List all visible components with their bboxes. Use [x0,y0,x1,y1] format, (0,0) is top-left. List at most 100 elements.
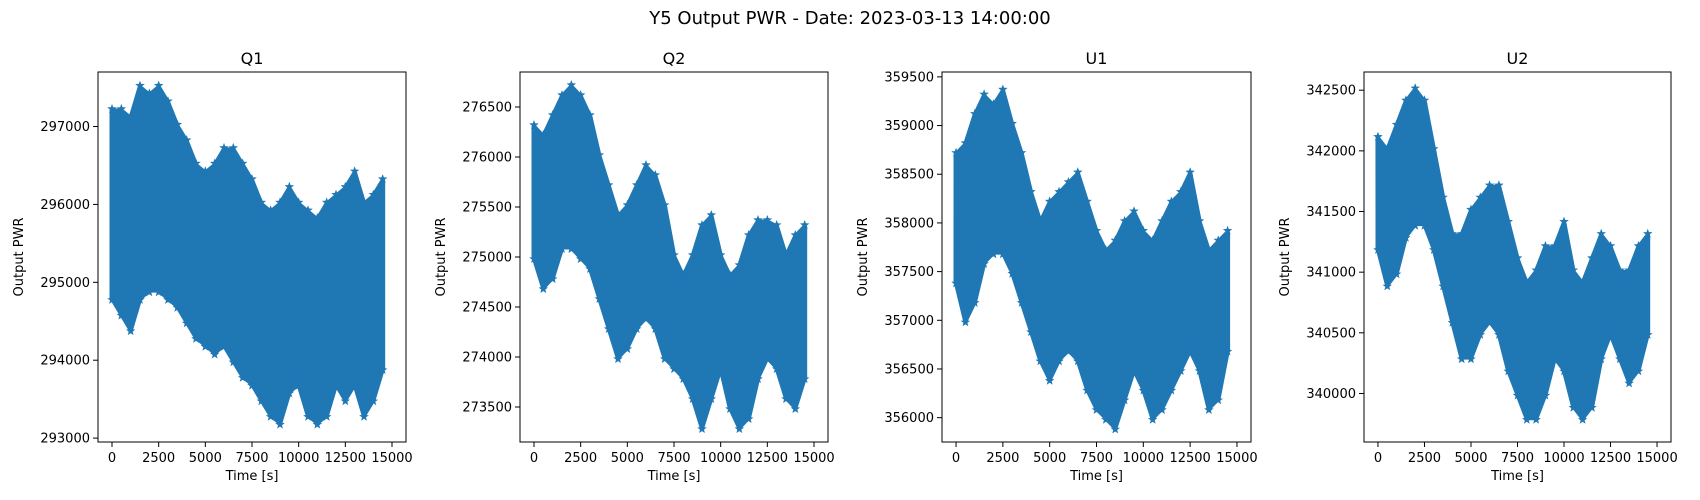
y-tick-label: 358500 [884,168,934,183]
x-tick-label: 0 [530,451,538,466]
data-point-star [585,110,595,119]
data-point-star [557,244,567,253]
data-point-star [1185,167,1195,177]
y-tick-label: 340500 [1306,326,1356,341]
data-point-star [1410,83,1420,93]
x-tick-label: 2500 [986,451,1019,466]
data-point-star [753,215,763,224]
x-axis-label: Time [s] [647,469,701,484]
data-point-star [575,254,586,263]
data-point-star [1138,225,1149,235]
subplot-title: U2 [1507,49,1529,68]
data-point-star [970,108,980,118]
scatter-cloud [953,89,1231,430]
data-point-star [1391,119,1402,129]
data-point-star [1615,354,1625,364]
data-point-star [1007,118,1017,128]
x-tick-label: 2500 [1408,451,1441,466]
data-point-star [734,424,745,433]
data-point-star [1522,414,1532,424]
data-point-star [979,258,989,268]
data-point-star [368,396,379,406]
data-point-star [979,89,989,99]
data-point-star [181,318,192,328]
data-point-star [1596,228,1606,238]
data-point-star [125,326,136,336]
data-point-star [293,197,304,207]
y-tick-label: 358000 [884,216,934,231]
data-point-star [1503,216,1513,226]
subplot-title: U1 [1086,49,1108,68]
data-point-star [1016,147,1027,157]
data-point-star [790,404,801,413]
data-point-star [960,138,971,148]
data-point-star [1026,327,1036,337]
data-point-star [377,365,388,374]
data-point-star [275,419,285,429]
subplot-u2: 0 2500 5000 7500 10000 12500 15000 340000 340500… [1278,49,1678,484]
data-point-star [1082,196,1092,206]
x-tick-label: 15000 [371,451,412,466]
x-tick-label: 15000 [793,451,834,466]
data-point-star [1063,177,1074,186]
data-point-star [1391,269,1402,279]
data-point-star [641,160,651,169]
y-tick-label: 356000 [884,411,934,426]
data-point-star [1157,215,1167,225]
data-point-star [219,341,229,351]
data-point-star [125,111,136,121]
data-point-star [1401,232,1411,242]
data-point-star [781,250,791,259]
x-tick-label: 15000 [1636,451,1677,466]
y-tick-label: 276000 [462,151,512,166]
data-point-star [1082,385,1092,395]
data-point-star [237,372,248,382]
data-point-star [1222,346,1233,356]
scatter-cloud [1375,87,1651,421]
data-point-star [687,394,698,403]
data-point-star [368,189,379,199]
data-point-star [951,278,961,288]
data-point-star [1633,366,1644,376]
data-point-star [1550,240,1560,250]
data-point-star [1447,228,1458,238]
data-point-star [1129,366,1139,375]
data-point-star [631,324,642,333]
data-point-star [951,147,961,157]
data-point-star [1522,277,1532,287]
data-point-star [1559,366,1569,376]
data-point-star [1054,356,1064,366]
data-point-star [284,388,295,398]
x-tick-label: 10000 [1543,451,1584,466]
data-point-star [715,364,726,373]
x-tick-label: 5000 [1033,451,1066,466]
data-point-star [1222,225,1233,235]
data-point-star [771,220,782,229]
data-point-star [988,249,999,259]
data-point-star [1596,354,1606,364]
data-point-star [116,310,127,320]
x-tick-label: 10000 [700,451,741,466]
data-point-star [256,396,267,406]
data-point-star [200,166,211,176]
y-tick-label: 359000 [884,119,934,134]
data-point-star [247,380,257,390]
data-point-star [293,380,304,390]
data-point-star [107,294,117,304]
data-point-star [547,110,558,119]
data-point-star [678,374,689,383]
data-point-star [1091,404,1102,414]
data-point-star [762,354,773,363]
data-point-star [1166,196,1177,206]
data-point-star [1204,404,1214,414]
data-point-star [743,230,754,239]
x-tick-label: 7500 [1080,451,1113,466]
data-point-star [566,80,577,89]
data-point-star [1204,245,1214,255]
y-tick-label: 276500 [462,101,512,116]
data-point-star [191,333,201,343]
data-point-star [594,294,605,303]
data-point-star [349,166,360,176]
data-point-star [960,317,971,327]
data-point-star [603,180,614,189]
